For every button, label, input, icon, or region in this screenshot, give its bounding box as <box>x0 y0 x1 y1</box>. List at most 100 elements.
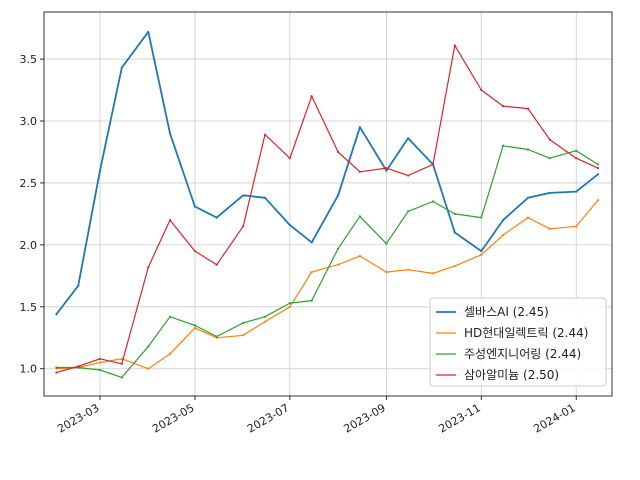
data-point-1-12 <box>337 263 340 266</box>
data-point-3-11 <box>310 95 313 98</box>
legend-label-3: 삼아알미늄 (2.50) <box>464 368 559 382</box>
data-point-3-7 <box>215 263 218 266</box>
data-point-2-6 <box>193 324 197 327</box>
series-line-2 <box>56 145 599 378</box>
data-point-3-12 <box>337 150 340 154</box>
y-tick-label-0: 1.0 <box>20 363 38 376</box>
data-point-1-19 <box>501 233 505 237</box>
data-point-0-0 <box>55 313 58 316</box>
data-point-2-3 <box>120 376 123 379</box>
data-point-2-4 <box>147 345 150 348</box>
data-point-0-19 <box>501 219 505 222</box>
data-point-0-11 <box>310 241 313 244</box>
y-tick-label-3: 2.5 <box>20 177 38 190</box>
y-tick-label-2: 2.0 <box>20 239 38 252</box>
data-point-0-6 <box>193 205 197 208</box>
data-point-0-21 <box>548 191 551 194</box>
data-point-3-1 <box>77 365 80 368</box>
data-point-0-14 <box>385 169 388 172</box>
series-line-1 <box>56 199 599 370</box>
x-tick-label-4: 2023-11 <box>436 401 482 435</box>
series-line-0 <box>55 30 599 315</box>
data-point-0-1 <box>77 284 80 287</box>
data-point-1-9 <box>263 320 267 323</box>
data-point-2-18 <box>480 216 483 219</box>
x-tick-label-1: 2023-05 <box>150 401 196 435</box>
data-point-0-8 <box>242 194 245 197</box>
data-point-3-15 <box>407 174 410 177</box>
data-point-1-17 <box>453 264 456 268</box>
data-point-1-13 <box>358 254 362 258</box>
data-point-3-5 <box>168 219 172 222</box>
data-point-1-3 <box>120 357 123 360</box>
data-point-3-3 <box>120 362 123 365</box>
data-point-3-8 <box>242 225 245 228</box>
data-point-1-22 <box>575 225 578 228</box>
legend: 셀바스AI (2.45) HD현대일렉트릭 (2.44) 주성엔지니어링 (2.44… <box>429 297 607 387</box>
data-point-3-4 <box>147 266 150 269</box>
y-axis: 1.0 1.5 2.0 2.5 3.0 3.5 <box>20 53 44 376</box>
data-point-2-20 <box>526 148 530 151</box>
data-point-0-4 <box>147 30 150 33</box>
data-point-1-10 <box>288 305 291 308</box>
data-point-2-0 <box>55 366 58 369</box>
legend-label-1: HD현대일렉트릭 (2.44) <box>464 326 588 340</box>
data-point-0-22 <box>575 190 578 193</box>
x-tick-label-2: 2023-07 <box>245 401 291 435</box>
data-point-2-10 <box>288 301 291 305</box>
data-point-2-2 <box>98 368 102 372</box>
data-point-0-3 <box>120 66 123 69</box>
data-point-0-5 <box>168 132 172 135</box>
data-point-1-16 <box>431 272 435 275</box>
data-point-0-15 <box>407 137 410 140</box>
data-point-3-6 <box>193 249 197 253</box>
data-point-1-5 <box>168 352 172 355</box>
x-tick-label-0: 2023-03 <box>55 401 101 435</box>
data-point-1-11 <box>310 271 313 274</box>
data-point-2-12 <box>337 247 340 250</box>
legend-label-2: 주성엔지니어링 (2.44) <box>464 347 581 361</box>
data-point-2-7 <box>215 335 218 338</box>
data-point-3-0 <box>55 371 58 374</box>
data-point-0-18 <box>480 249 483 253</box>
data-point-2-14 <box>385 242 388 245</box>
data-point-3-2 <box>98 357 102 360</box>
data-point-3-16 <box>431 163 435 166</box>
data-point-2-17 <box>453 212 456 216</box>
data-point-2-16 <box>431 200 435 203</box>
x-tick-label-5: 2024-01 <box>531 401 577 435</box>
data-point-2-5 <box>168 315 172 318</box>
series-layer <box>55 30 600 379</box>
data-point-1-15 <box>407 268 410 271</box>
y-tick-label-5: 3.5 <box>20 53 38 66</box>
data-point-2-13 <box>358 215 362 218</box>
data-point-0-23 <box>596 173 600 176</box>
data-point-0-20 <box>526 196 530 199</box>
data-point-1-2 <box>98 361 102 364</box>
data-point-3-22 <box>575 157 578 160</box>
data-point-0-9 <box>263 196 267 199</box>
data-point-3-20 <box>526 107 530 110</box>
data-point-2-11 <box>310 299 313 302</box>
data-point-3-23 <box>596 166 600 170</box>
data-point-1-18 <box>480 253 483 256</box>
data-point-3-19 <box>501 105 505 108</box>
data-point-1-14 <box>385 271 388 274</box>
data-point-0-12 <box>337 194 340 197</box>
data-point-3-17 <box>453 44 456 47</box>
data-point-0-13 <box>358 126 362 129</box>
data-point-3-14 <box>385 166 388 170</box>
data-point-2-8 <box>242 321 245 325</box>
legend-box <box>429 297 607 387</box>
plot-frame <box>43 11 613 397</box>
data-point-3-10 <box>288 157 291 160</box>
data-point-2-19 <box>501 144 505 147</box>
y-tick-label-4: 3.0 <box>20 115 38 128</box>
data-point-3-21 <box>548 138 551 141</box>
data-point-1-23 <box>596 199 600 202</box>
data-point-2-21 <box>548 157 551 160</box>
x-axis: 2023-03 2023-05 2023-07 2023-09 2023-11 2024-… <box>55 396 578 436</box>
data-point-3-13 <box>358 170 362 173</box>
data-point-3-9 <box>263 133 267 136</box>
